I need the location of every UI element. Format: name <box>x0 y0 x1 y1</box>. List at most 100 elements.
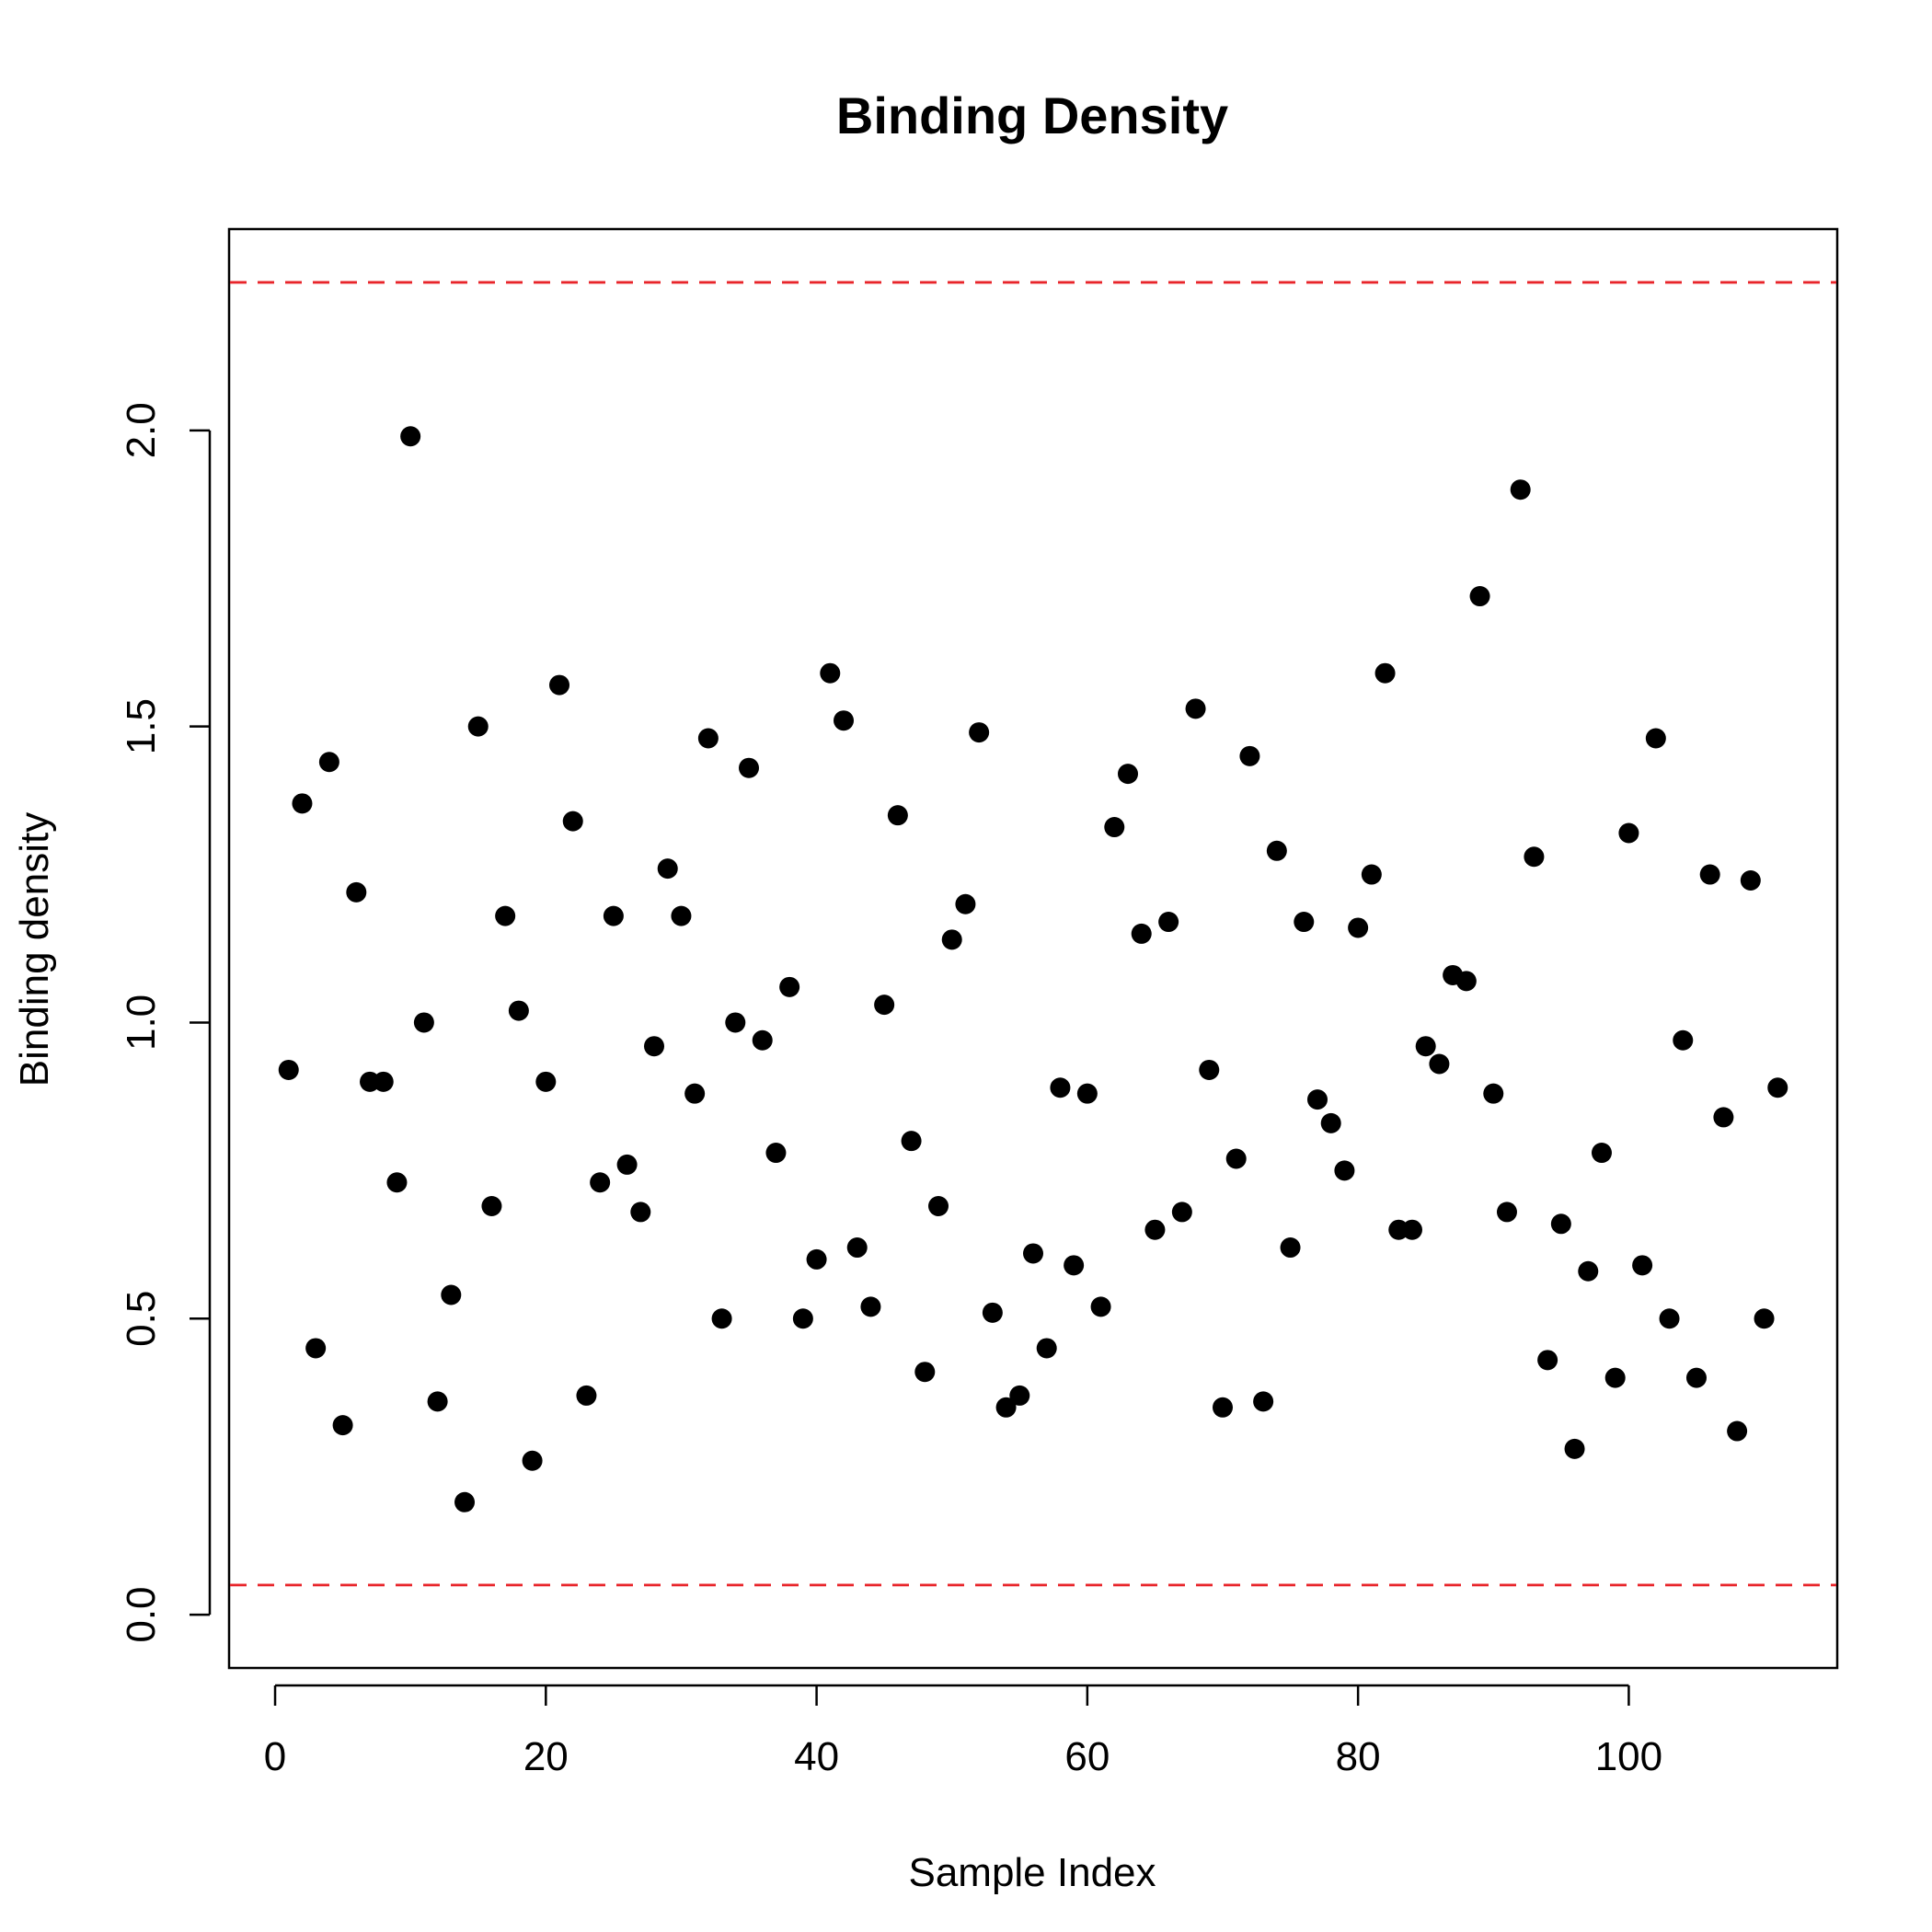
data-point <box>400 426 421 447</box>
y-tick-label: 1.5 <box>119 698 164 754</box>
data-point <box>941 929 962 950</box>
data-point <box>1050 1077 1071 1098</box>
data-point <box>427 1391 448 1412</box>
data-point <box>1306 1089 1328 1110</box>
data-point <box>765 1143 787 1164</box>
data-point <box>1685 1367 1707 1388</box>
data-point <box>739 757 760 778</box>
data-point <box>1754 1308 1775 1329</box>
data-point <box>1334 1160 1355 1181</box>
data-point <box>630 1202 651 1223</box>
data-point <box>481 1195 502 1216</box>
data-point <box>1415 1036 1436 1057</box>
reference-lines <box>230 281 1836 1587</box>
plot-frame <box>227 227 1839 1670</box>
data-point <box>792 1308 813 1329</box>
data-point <box>1266 840 1287 861</box>
data-point <box>441 1284 462 1305</box>
data-point <box>1591 1143 1612 1164</box>
data-point <box>1076 1083 1098 1104</box>
data-point <box>1524 846 1545 868</box>
data-point <box>1239 745 1260 766</box>
data-point <box>1064 1255 1085 1276</box>
data-point <box>684 1083 706 1104</box>
data-point <box>834 710 855 731</box>
data-point <box>1632 1255 1653 1276</box>
x-tick-label: 40 <box>794 1734 839 1779</box>
x-tick-label: 60 <box>1064 1734 1110 1779</box>
data-point <box>1699 864 1720 885</box>
data-point <box>752 1029 773 1051</box>
x-tick-label: 100 <box>1595 1734 1662 1779</box>
data-point <box>562 811 583 832</box>
data-point <box>955 893 976 914</box>
data-point <box>373 1071 394 1092</box>
data-point <box>1294 912 1315 933</box>
data-point <box>590 1172 611 1193</box>
data-point <box>1673 1029 1694 1051</box>
data-point <box>1455 971 1477 992</box>
data-point <box>1090 1296 1111 1317</box>
data-point <box>292 793 313 814</box>
data-point <box>278 1059 299 1080</box>
data-point <box>616 1154 638 1175</box>
data-point <box>1131 923 1152 944</box>
data-point <box>549 674 570 696</box>
data-point <box>1429 1053 1450 1075</box>
data-point <box>779 976 800 997</box>
y-axis: 0.0 0.5 1.0 1.5 2.0 <box>119 402 212 1643</box>
data-point <box>887 805 908 826</box>
data-point <box>576 1385 597 1406</box>
data-point <box>1727 1420 1748 1442</box>
data-point <box>1023 1243 1043 1264</box>
x-tick-label: 20 <box>523 1734 569 1779</box>
y-tick-label: 0.5 <box>119 1291 164 1347</box>
data-point <box>508 1000 529 1021</box>
x-tick-label: 0 <box>264 1734 286 1779</box>
data-point <box>1767 1077 1788 1098</box>
data-point <box>1253 1391 1274 1412</box>
data-point <box>454 1491 476 1512</box>
data-point <box>1171 1202 1192 1223</box>
data-point <box>1144 1219 1166 1240</box>
data-point <box>1199 1059 1220 1080</box>
data-point <box>914 1362 936 1383</box>
data-point <box>969 722 990 743</box>
data-point <box>495 905 516 926</box>
y-tick-label: 1.0 <box>119 995 164 1051</box>
data-point <box>1537 1350 1558 1371</box>
data-point <box>1158 912 1179 933</box>
x-tick-label: 80 <box>1336 1734 1381 1779</box>
data-point <box>806 1248 827 1270</box>
data-point <box>1550 1213 1571 1235</box>
data-point <box>1740 869 1761 891</box>
data-point <box>860 1296 881 1317</box>
data-point <box>332 1415 353 1436</box>
data-point <box>1510 479 1531 500</box>
data-point <box>1225 1148 1247 1169</box>
data-point <box>305 1338 327 1359</box>
data-point <box>697 728 719 749</box>
y-tick-label: 2.0 <box>119 402 164 458</box>
data-point <box>1604 1367 1626 1388</box>
data-point <box>1564 1438 1585 1459</box>
x-axis: 0 20 40 60 80 100 <box>264 1684 1662 1779</box>
data-point <box>1659 1308 1680 1329</box>
data-point <box>846 1237 868 1259</box>
data-point <box>1401 1219 1422 1240</box>
data-point <box>413 1012 434 1033</box>
data-point <box>535 1071 557 1092</box>
data-point <box>318 752 339 773</box>
data-point <box>644 1036 665 1057</box>
data-point <box>982 1302 1003 1323</box>
y-axis-label: Binding density <box>12 812 57 1087</box>
data-point <box>1645 728 1666 749</box>
data-point <box>657 858 678 880</box>
data-point <box>1348 917 1369 938</box>
data-point <box>1104 817 1125 838</box>
data-point <box>1185 698 1206 719</box>
data-point <box>1469 586 1490 607</box>
data-point <box>1117 764 1138 785</box>
data-point <box>1036 1338 1057 1359</box>
data-point <box>995 1397 1017 1418</box>
